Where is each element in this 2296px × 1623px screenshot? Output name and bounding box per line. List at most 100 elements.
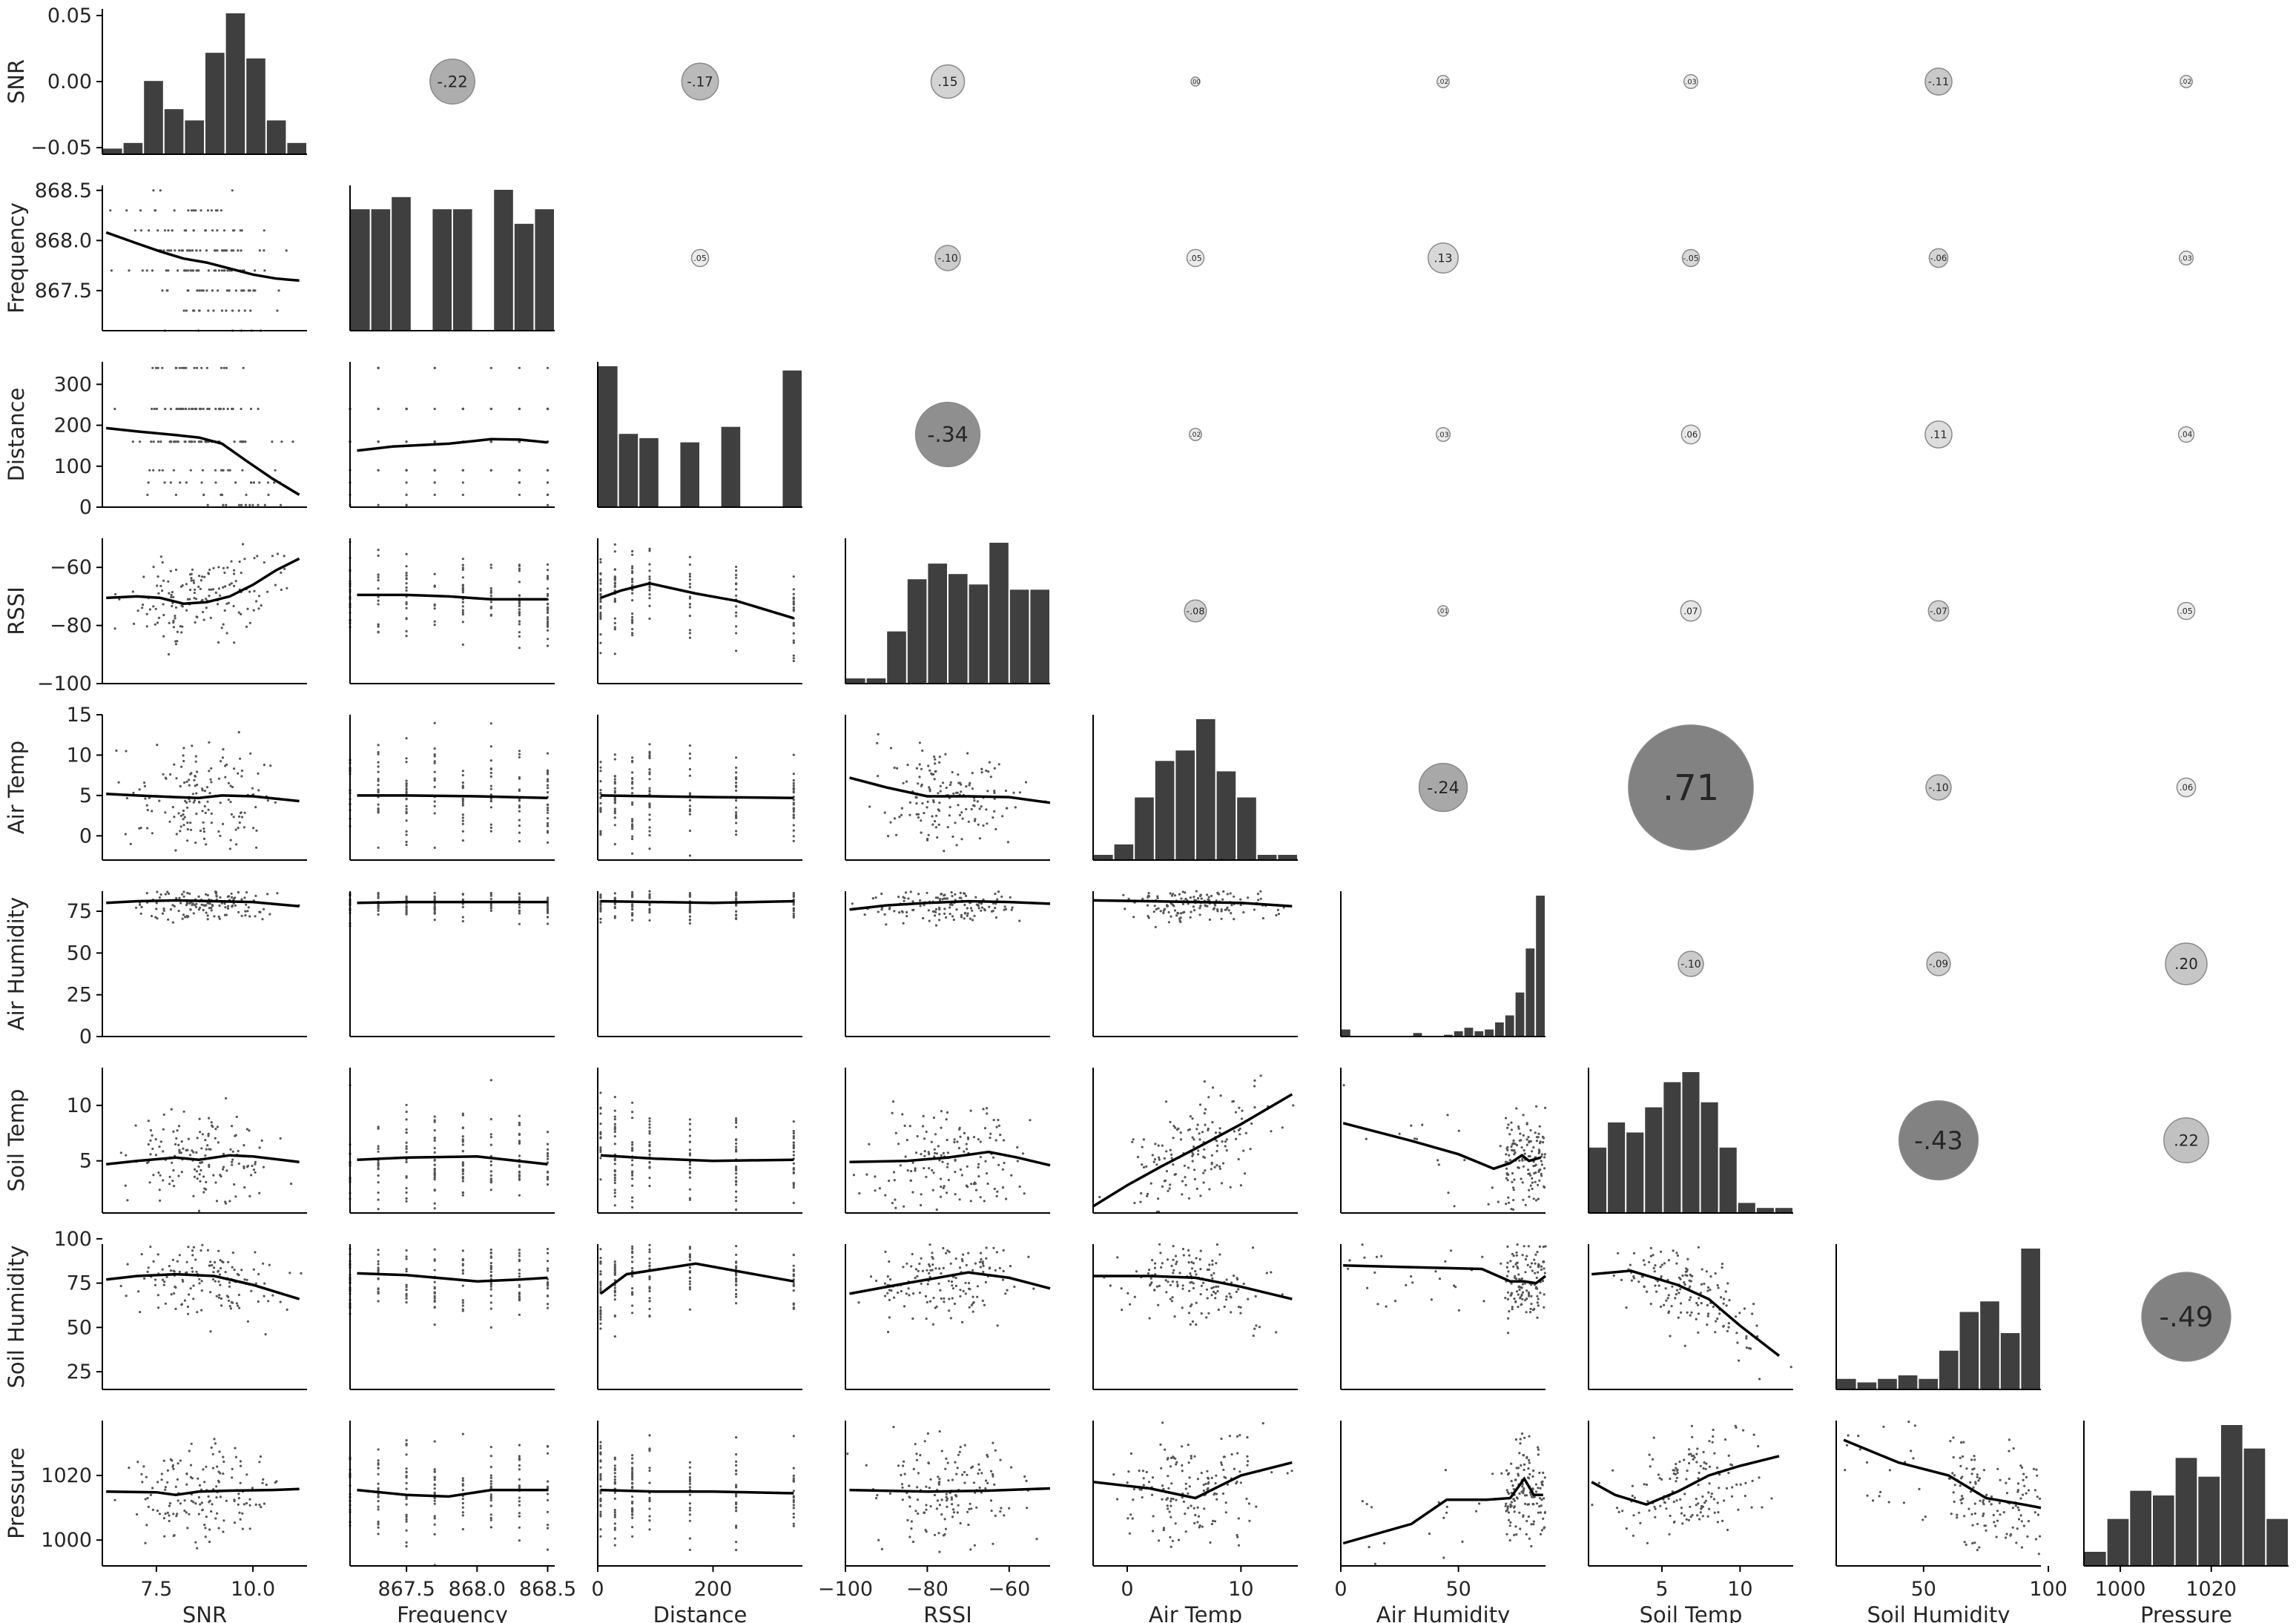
- scatter-point: [951, 915, 954, 918]
- scatter-point: [955, 844, 958, 847]
- scatter-point: [1234, 1111, 1237, 1114]
- scatter-point: [156, 1510, 159, 1513]
- scatter-point: [263, 249, 265, 252]
- scatter-point: [1239, 903, 1242, 907]
- scatter-point: [905, 1262, 908, 1265]
- scatter-point: [489, 1295, 492, 1298]
- panel-soil-humidity-pressure: -.49: [2141, 1272, 2231, 1362]
- scatter-point: [735, 776, 738, 779]
- scatter-point: [225, 1295, 228, 1298]
- scatter-point: [176, 630, 179, 633]
- scatter-point: [1214, 1297, 1217, 1300]
- scatter-point: [908, 801, 911, 804]
- scatter-point: [1363, 1256, 1366, 1259]
- scatter-point: [248, 1498, 251, 1501]
- scatter-point: [518, 1455, 521, 1458]
- scatter-point: [546, 773, 550, 776]
- scatter-point: [271, 555, 274, 558]
- panel-air-humidity-distance: [597, 890, 802, 1037]
- scatter-point: [631, 1502, 634, 1505]
- scatter-point: [178, 249, 181, 252]
- scatter-point: [735, 771, 738, 774]
- scatter-point: [185, 309, 188, 312]
- scatter-point: [489, 799, 492, 802]
- scatter-point: [1700, 1268, 1703, 1271]
- scatter-point: [461, 830, 464, 833]
- scatter-point: [735, 898, 738, 901]
- scatter-point: [177, 440, 179, 443]
- scatter-point: [631, 1312, 634, 1315]
- scatter-point: [1543, 1267, 1545, 1270]
- scatter-point: [229, 801, 232, 804]
- scatter-point: [251, 1487, 254, 1490]
- scatter-point: [217, 587, 220, 590]
- scatter-point: [950, 1280, 954, 1283]
- scatter-point: [1536, 1316, 1539, 1319]
- scatter-point: [210, 781, 213, 784]
- scatter-point: [1520, 1177, 1523, 1180]
- scatter-point: [1195, 1257, 1198, 1260]
- scatter-point: [1170, 915, 1172, 918]
- scatter-point: [546, 909, 550, 912]
- scatter-point: [237, 1149, 240, 1153]
- scatter-point: [118, 598, 121, 601]
- scatter-point: [433, 624, 436, 627]
- panel-distance-air-temp: .02: [1189, 428, 1202, 441]
- scatter-point: [1169, 1283, 1172, 1286]
- scatter-point: [169, 1269, 172, 1272]
- scatter-point: [989, 776, 992, 779]
- scatter-point: [237, 309, 240, 312]
- scatter-point: [405, 1128, 408, 1131]
- scatter-point: [1253, 1327, 1256, 1330]
- scatter-point: [792, 641, 795, 644]
- scatter-point: [1505, 1177, 1508, 1180]
- scatter-point: [148, 608, 151, 611]
- scatter-point: [156, 229, 159, 232]
- scatter-point: [599, 1131, 602, 1134]
- scatter-point: [161, 1268, 164, 1271]
- scatter-point: [960, 913, 963, 916]
- scatter-point: [461, 1180, 464, 1183]
- scatter-point: [228, 847, 231, 850]
- scatter-point: [599, 1151, 602, 1154]
- histogram-bar: [928, 563, 947, 684]
- scatter-point: [273, 481, 276, 484]
- scatter-point: [1361, 1243, 1364, 1246]
- scatter-point: [1230, 1311, 1233, 1314]
- scatter-point: [613, 582, 616, 585]
- scatter-point: [959, 1168, 962, 1171]
- scatter-point: [248, 590, 251, 593]
- scatter-point: [180, 1171, 183, 1174]
- scatter-point: [197, 1209, 201, 1212]
- scatter-point: [792, 824, 795, 827]
- scatter-point: [928, 786, 931, 789]
- scatter-point: [271, 440, 274, 443]
- scatter-point: [648, 826, 651, 829]
- scatter-point: [202, 1191, 205, 1194]
- scatter-point: [245, 891, 248, 894]
- scatter-point: [953, 1302, 956, 1306]
- scatter-point: [162, 1179, 165, 1182]
- scatter-point: [979, 1155, 982, 1159]
- histogram-bar: [535, 209, 554, 331]
- scatter-point: [461, 804, 464, 807]
- scatter-point: [179, 825, 182, 828]
- scatter-point: [171, 806, 174, 809]
- scatter-point: [1543, 1153, 1546, 1156]
- panel-frequency-snr: [102, 185, 307, 332]
- scatter-point: [1789, 1366, 1792, 1369]
- scatter-point: [230, 813, 233, 816]
- panel-air-humidity-soil-temp: -.10: [1678, 951, 1704, 977]
- scatter-point: [231, 1467, 234, 1470]
- scatter-point: [648, 768, 651, 771]
- scatter-point: [518, 777, 521, 780]
- scatter-point: [688, 615, 692, 618]
- scatter-point: [792, 1143, 795, 1147]
- scatter-point: [1121, 1309, 1124, 1312]
- scatter-point: [1148, 1269, 1151, 1272]
- scatter-point: [982, 898, 985, 901]
- histogram-bar: [1857, 1382, 1877, 1389]
- scatter-point: [907, 1287, 910, 1290]
- scatter-point: [1525, 1311, 1528, 1314]
- scatter-point: [154, 1278, 157, 1281]
